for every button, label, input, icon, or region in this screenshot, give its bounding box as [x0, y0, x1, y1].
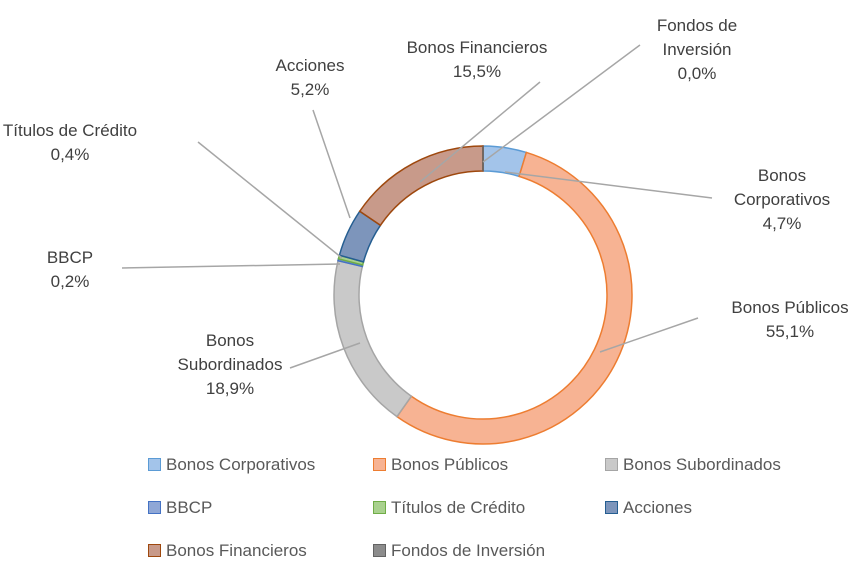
legend-label: Acciones: [623, 498, 692, 517]
data-label: Bonos Financieros 15,5%: [377, 36, 577, 84]
legend-item: Bonos Corporativos: [148, 455, 315, 475]
label-value: 55,1%: [765, 322, 815, 341]
label-value: 15,5%: [452, 62, 502, 81]
label-category: BBCP: [46, 248, 94, 267]
label-category: Bonos Financieros: [406, 38, 548, 57]
legend-swatch: [148, 458, 161, 471]
legend-swatch: [148, 501, 161, 514]
data-label: Bonos Corporativos 4,7%: [712, 164, 852, 236]
legend-swatch: [373, 544, 386, 557]
label-value: 0,2%: [50, 272, 90, 291]
label-category: Acciones: [275, 56, 345, 75]
label-value: 18,9%: [205, 379, 255, 398]
leader-line: [419, 81, 541, 183]
leader-line: [504, 171, 713, 199]
donut-slice: [358, 145, 484, 227]
label-value: 4,7%: [762, 214, 802, 233]
data-label: Bonos Públicos 55,1%: [700, 296, 864, 344]
legend-item: Bonos Financieros: [148, 541, 307, 561]
data-label: BBCP 0,2%: [30, 246, 110, 294]
legend-swatch: [373, 501, 386, 514]
legend-item: Bonos Subordinados: [605, 455, 781, 475]
legend-label: Bonos Financieros: [166, 541, 307, 560]
label-category: Bonos Públicos: [731, 298, 849, 317]
legend-swatch: [605, 458, 618, 471]
legend-item: Títulos de Crédito: [373, 498, 525, 518]
donut-slice: [395, 151, 633, 445]
legend-label: Fondos de Inversión: [391, 541, 546, 560]
leader-line: [599, 317, 699, 353]
label-value: 0,0%: [677, 64, 717, 83]
data-label: Bonos Subordinados 18,9%: [155, 329, 305, 401]
donut-slice: [333, 259, 413, 418]
leader-line: [197, 141, 343, 259]
legend-label: Bonos Corporativos: [166, 455, 316, 474]
legend-label: Títulos de Crédito: [391, 498, 526, 517]
label-category: Bonos Corporativos: [733, 166, 831, 209]
leader-line: [289, 342, 361, 369]
legend-item: Fondos de Inversión: [373, 541, 545, 561]
data-label: Títulos de Crédito 0,4%: [0, 119, 180, 167]
label-category: Bonos Subordinados: [177, 331, 283, 374]
legend-swatch: [605, 501, 618, 514]
legend-label: BBCP: [166, 498, 213, 517]
legend-swatch: [373, 458, 386, 471]
legend-item: Bonos Públicos: [373, 455, 508, 475]
legend-swatch: [148, 544, 161, 557]
label-value: 0,4%: [50, 145, 90, 164]
data-label: Fondos de Inversión 0,0%: [642, 14, 752, 86]
leader-line: [482, 44, 641, 163]
legend-label: Bonos Subordinados: [623, 455, 781, 474]
legend-item: Acciones: [605, 498, 692, 518]
leader-line: [121, 263, 341, 269]
legend-label: Bonos Públicos: [391, 455, 509, 474]
label-category: Fondos de Inversión: [656, 16, 738, 59]
label-category: Títulos de Crédito: [2, 121, 138, 140]
data-label: Acciones 5,2%: [260, 54, 360, 102]
leader-line: [312, 109, 351, 219]
label-value: 5,2%: [290, 80, 330, 99]
legend-item: BBCP: [148, 498, 212, 518]
